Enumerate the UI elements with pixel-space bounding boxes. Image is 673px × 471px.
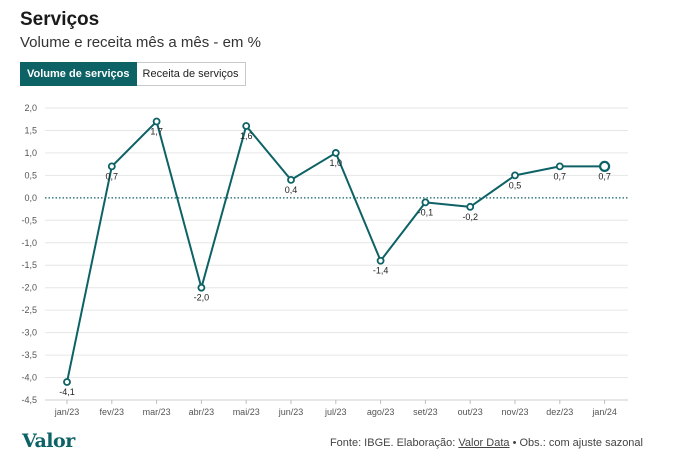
data-point	[598, 160, 611, 172]
x-tick-label: jan/24	[591, 407, 617, 417]
series-tabs: Volume de serviços Receita de serviços	[20, 62, 246, 86]
data-label: -0,1	[418, 207, 434, 217]
y-tick-label: 2,0	[24, 103, 37, 113]
x-tick-label: out/23	[458, 407, 483, 417]
data-label: -4,1	[59, 387, 75, 397]
y-tick-label: -3,0	[21, 328, 37, 338]
x-tick-label: dez/23	[546, 407, 573, 417]
data-point	[466, 202, 475, 211]
x-tick-label: fev/23	[100, 407, 125, 417]
data-point	[63, 378, 71, 386]
x-tick-label: mai/23	[233, 407, 260, 417]
data-point	[287, 175, 295, 184]
data-label: 1,7	[150, 126, 163, 136]
data-label: 0,5	[509, 180, 522, 190]
data-label: 1,6	[240, 131, 253, 141]
y-tick-label: 1,0	[24, 148, 37, 158]
data-point	[152, 117, 161, 126]
data-label: 0,7	[106, 171, 119, 181]
data-label: -1,4	[373, 266, 389, 276]
y-tick-label: -2,5	[21, 305, 37, 315]
valor-data-link[interactable]: Valor Data	[458, 437, 510, 449]
x-tick-label: jul/23	[324, 407, 347, 417]
data-point	[107, 162, 116, 171]
data-label: -2,0	[194, 293, 210, 303]
source-prefix: Fonte: IBGE. Elaboração:	[329, 437, 456, 449]
x-tick-label: jun/23	[278, 407, 304, 417]
y-tick-label: -0,5	[21, 215, 37, 225]
data-label: -0,2	[462, 212, 478, 222]
data-label: 0,4	[285, 185, 298, 195]
source-suffix: • Obs.: com ajuste sazonal	[512, 437, 643, 449]
data-label: 0,7	[554, 171, 567, 181]
tab-receita-de-servicos[interactable]: Receita de serviços	[136, 62, 246, 86]
data-label: 0,7	[598, 171, 611, 181]
y-tick-label: 1,5	[24, 125, 37, 135]
y-tick-label: -1,0	[21, 238, 37, 248]
x-tick-label: mar/23	[143, 407, 171, 417]
data-point	[511, 171, 519, 180]
x-tick-label: abr/23	[189, 407, 215, 417]
chart-title: Serviços	[20, 9, 100, 30]
x-tick-label: set/23	[413, 407, 438, 417]
tab-volume-de-servicos[interactable]: Volume de serviços	[20, 62, 137, 86]
data-point	[376, 256, 385, 265]
x-tick-label: nov/23	[501, 407, 528, 417]
data-point	[242, 122, 251, 130]
y-tick-label: -1,5	[21, 260, 37, 270]
data-point	[331, 149, 340, 157]
data-point	[197, 283, 206, 292]
y-tick-label: -4,0	[21, 373, 37, 383]
data-point	[421, 198, 430, 207]
y-tick-label: 0,0	[24, 193, 37, 203]
y-tick-label: -4,5	[21, 395, 37, 405]
chart-subtitle: Volume e receita mês a mês - em %	[20, 34, 261, 51]
data-point	[555, 162, 564, 171]
y-tick-label: -3,5	[21, 350, 37, 360]
data-label: 1,0	[330, 158, 343, 168]
source-note: Fonte: IBGE. Elaboração: Valor Data • Ob…	[330, 437, 643, 449]
x-tick-label: jan/23	[54, 407, 80, 417]
y-tick-label: -2,0	[21, 283, 37, 293]
x-tick-label: ago/23	[367, 407, 395, 417]
valor-logo: Valor	[22, 430, 75, 452]
y-tick-label: 0,5	[24, 170, 37, 180]
